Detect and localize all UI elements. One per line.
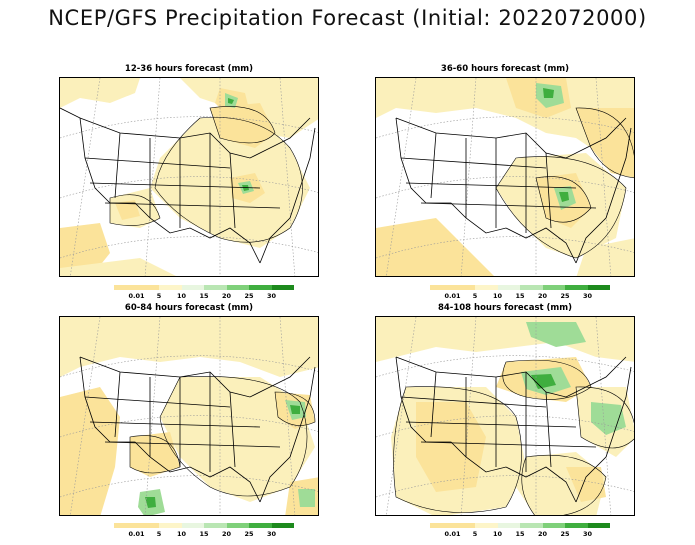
- colorbar-swatch: [520, 523, 543, 528]
- colorbar-label: 30: [266, 292, 277, 300]
- panel-2-colorbar: 0.01 5 10 15 20 25 30: [430, 285, 610, 307]
- colorbar-labels: 0.01 5 10 15 20 25 30: [430, 292, 610, 302]
- colorbar-swatch: [136, 285, 159, 290]
- colorbar-swatch: [114, 285, 137, 290]
- colorbar-swatch: [271, 285, 294, 290]
- colorbar-swatch: [204, 523, 227, 528]
- colorbar-label: 25: [560, 530, 570, 538]
- colorbar-swatch: [565, 523, 588, 528]
- colorbar-swatch: [271, 523, 294, 528]
- colorbar-swatch: [181, 523, 204, 528]
- colorbar-label: 20: [221, 292, 232, 300]
- colorbar-label: 10: [492, 292, 503, 300]
- panel-3-colorbar: 0.01 5 10 15 20 25 30: [114, 523, 294, 545]
- panel-4-map-graphic: [376, 317, 634, 515]
- colorbar-label: 25: [244, 292, 254, 300]
- colorbar-swatch: [226, 523, 249, 528]
- colorbar-label: 20: [537, 292, 548, 300]
- colorbar-label: 10: [492, 530, 503, 538]
- colorbar-label: 5: [156, 530, 162, 538]
- colorbar-swatch: [542, 285, 565, 290]
- colorbar-swatch: [249, 285, 272, 290]
- panel-2-map: [375, 77, 635, 277]
- colorbar-label: 25: [244, 530, 254, 538]
- colorbar-swatch: [159, 285, 182, 290]
- colorbar-swatch: [587, 523, 610, 528]
- colorbar-swatch: [565, 285, 588, 290]
- colorbar-swatch: [542, 523, 565, 528]
- colorbar-swatch: [587, 285, 610, 290]
- colorbar-label: 5: [472, 530, 478, 538]
- panel-3-map: [59, 316, 319, 516]
- colorbar-swatch: [475, 523, 498, 528]
- colorbar-swatch: [136, 523, 159, 528]
- panel-2-map-graphic: [376, 78, 634, 276]
- panel-4-title: 84-108 hours forecast (mm): [437, 303, 573, 313]
- colorbar-swatch: [181, 285, 204, 290]
- colorbar-swatch: [430, 285, 453, 290]
- colorbar-swatch: [159, 523, 182, 528]
- panel-3-map-graphic: [60, 317, 318, 515]
- colorbar-label: 30: [266, 530, 277, 538]
- colorbar-swatches: [114, 523, 294, 528]
- colorbar-label: 5: [472, 292, 478, 300]
- colorbar-swatch: [497, 285, 520, 290]
- colorbar-swatch: [226, 285, 249, 290]
- colorbar-label: 10: [176, 530, 187, 538]
- colorbar-swatch: [452, 523, 475, 528]
- colorbar-swatch: [452, 285, 475, 290]
- colorbar-swatch: [114, 523, 137, 528]
- colorbar-labels: 0.01 5 10 15 20 25 30: [114, 292, 294, 302]
- panel-4-colorbar: 0.01 5 10 15 20 25 30: [430, 523, 610, 545]
- colorbar-label: 15: [199, 292, 209, 300]
- colorbar-swatches: [430, 285, 610, 290]
- colorbar-label: 0.01: [444, 530, 461, 538]
- panel-1-title: 12-36 hours forecast (mm): [124, 64, 254, 74]
- colorbar-swatch: [249, 523, 272, 528]
- colorbar-labels: 0.01 5 10 15 20 25 30: [430, 530, 610, 540]
- colorbar-swatch: [520, 285, 543, 290]
- colorbar-label: 15: [515, 292, 525, 300]
- colorbar-swatches: [114, 285, 294, 290]
- colorbar-label: 15: [199, 530, 209, 538]
- panel-1-map: [59, 77, 319, 277]
- colorbar-swatches: [430, 523, 610, 528]
- colorbar-swatch: [497, 523, 520, 528]
- panel-4-map: [375, 316, 635, 516]
- panel-3-title: 60-84 hours forecast (mm): [124, 303, 254, 313]
- panel-2-title: 36-60 hours forecast (mm): [440, 64, 570, 74]
- colorbar-label: 30: [582, 530, 593, 538]
- colorbar-swatch: [204, 285, 227, 290]
- colorbar-label: 0.01: [128, 292, 145, 300]
- colorbar-label: 25: [560, 292, 570, 300]
- colorbar-swatch: [430, 523, 453, 528]
- colorbar-label: 30: [582, 292, 593, 300]
- panel-1-colorbar: 0.01 5 10 15 20 25 30: [114, 285, 294, 307]
- colorbar-label: 20: [537, 530, 548, 538]
- colorbar-label: 0.01: [128, 530, 145, 538]
- colorbar-swatch: [475, 285, 498, 290]
- colorbar-label: 20: [221, 530, 232, 538]
- colorbar-labels: 0.01 5 10 15 20 25 30: [114, 530, 294, 540]
- colorbar-label: 15: [515, 530, 525, 538]
- colorbar-label: 0.01: [444, 292, 461, 300]
- figure-title: NCEP/GFS Precipitation Forecast (Initial…: [48, 6, 647, 30]
- colorbar-label: 5: [156, 292, 162, 300]
- colorbar-label: 10: [176, 292, 187, 300]
- panel-1-map-graphic: [60, 78, 318, 276]
